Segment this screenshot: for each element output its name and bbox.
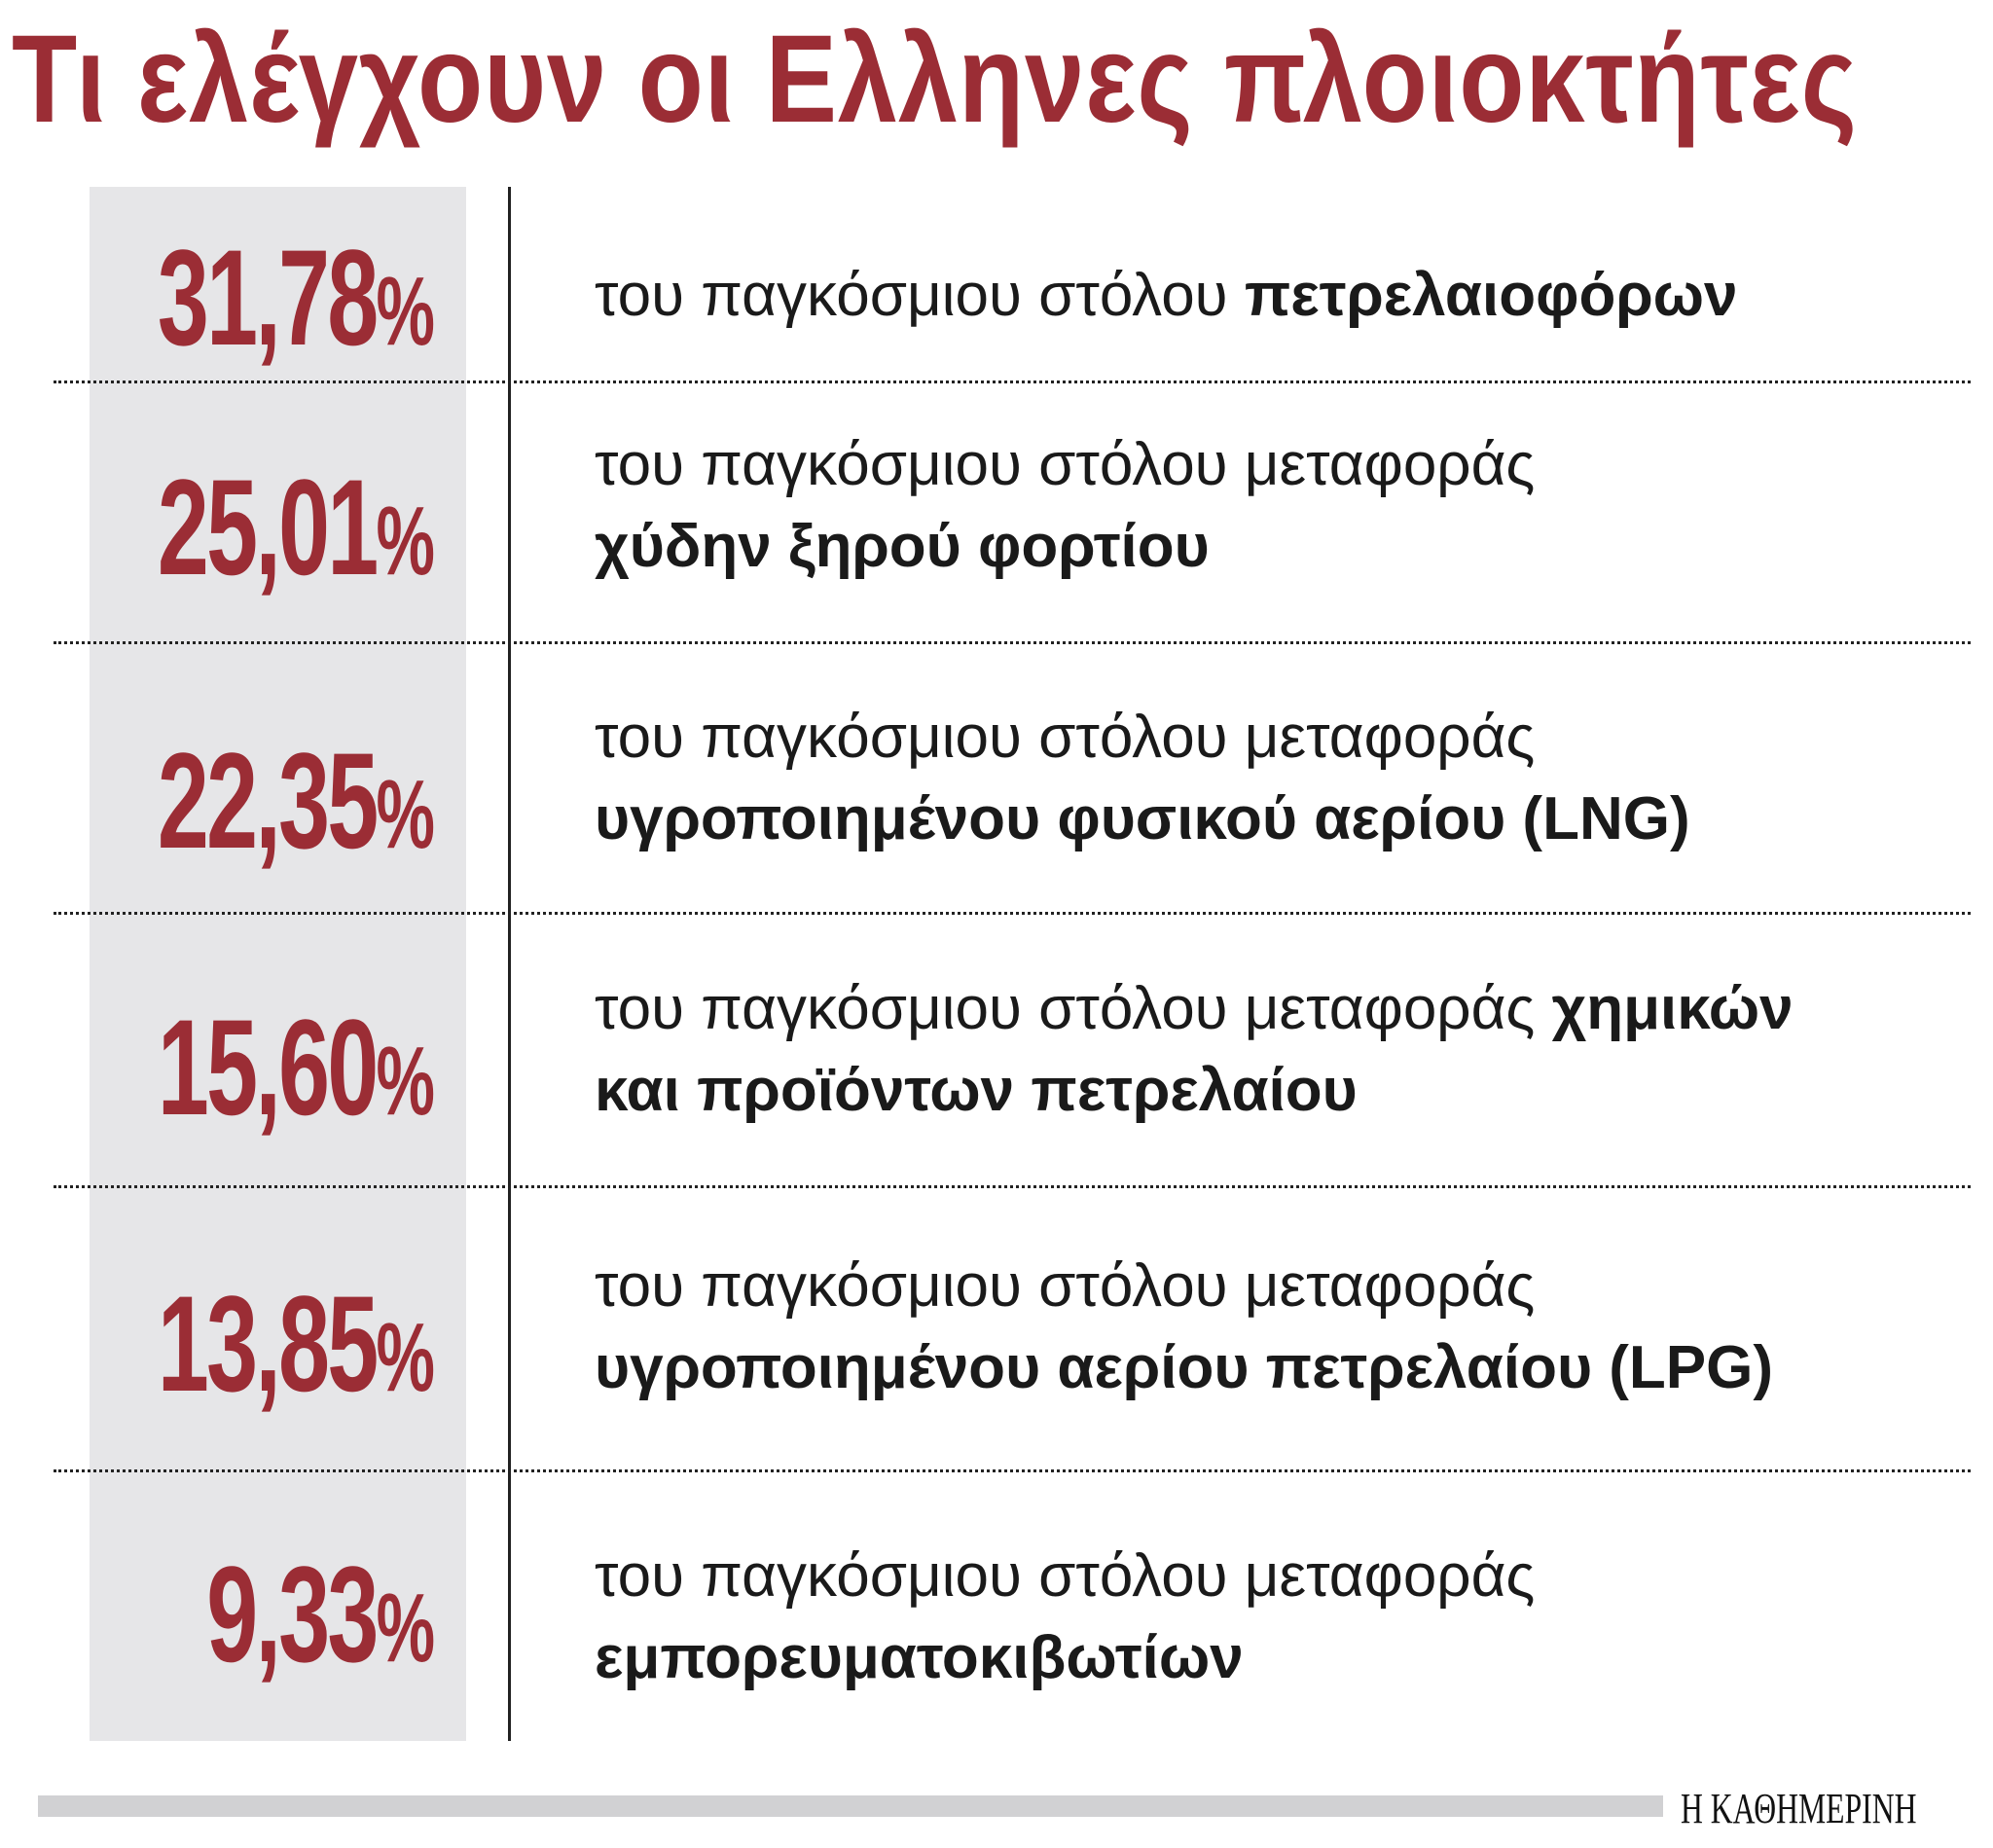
stat-description: του παγκόσμιου στόλου μεταφοράς υγροποιημ… [595,704,1690,852]
stat-description: του παγκόσμιου στόλου μεταφοράς εμπορευμα… [595,1542,1536,1691]
row-divider [54,641,1971,644]
stat-description: του παγκόσμιου στόλου μεταφοράς χημικών κ… [595,975,1794,1124]
stat-value: 25,01% [157,451,435,603]
row-divider [54,1469,1971,1472]
stat-value: 31,78% [157,221,435,374]
stat-value: 22,35% [157,724,435,877]
row-divider [54,380,1971,383]
percent-column-background [90,187,466,1741]
row-divider [54,1185,1971,1188]
vertical-divider [508,187,511,1741]
row-divider [54,912,1971,915]
stat-description: του παγκόσμιου στόλου μεταφοράς χύδην ξηρ… [595,431,1536,580]
stat-description: του παγκόσμιου στόλου πετρελαιοφόρων [595,262,1738,329]
publisher-logo: Η ΚΑΘΗΜΕΡΙΝΗ [1681,1785,1917,1832]
stat-value: 9,33% [205,1538,435,1690]
page-title: Τι ελέγχουν οι Ελληνες πλοιοκτήτες [12,10,1858,149]
stat-description: του παγκόσμιου στόλου μεταφοράς υγροποιημ… [595,1252,1773,1401]
stat-value: 13,85% [157,1267,435,1420]
footer-bar [38,1795,1663,1817]
stat-value: 15,60% [157,991,435,1143]
